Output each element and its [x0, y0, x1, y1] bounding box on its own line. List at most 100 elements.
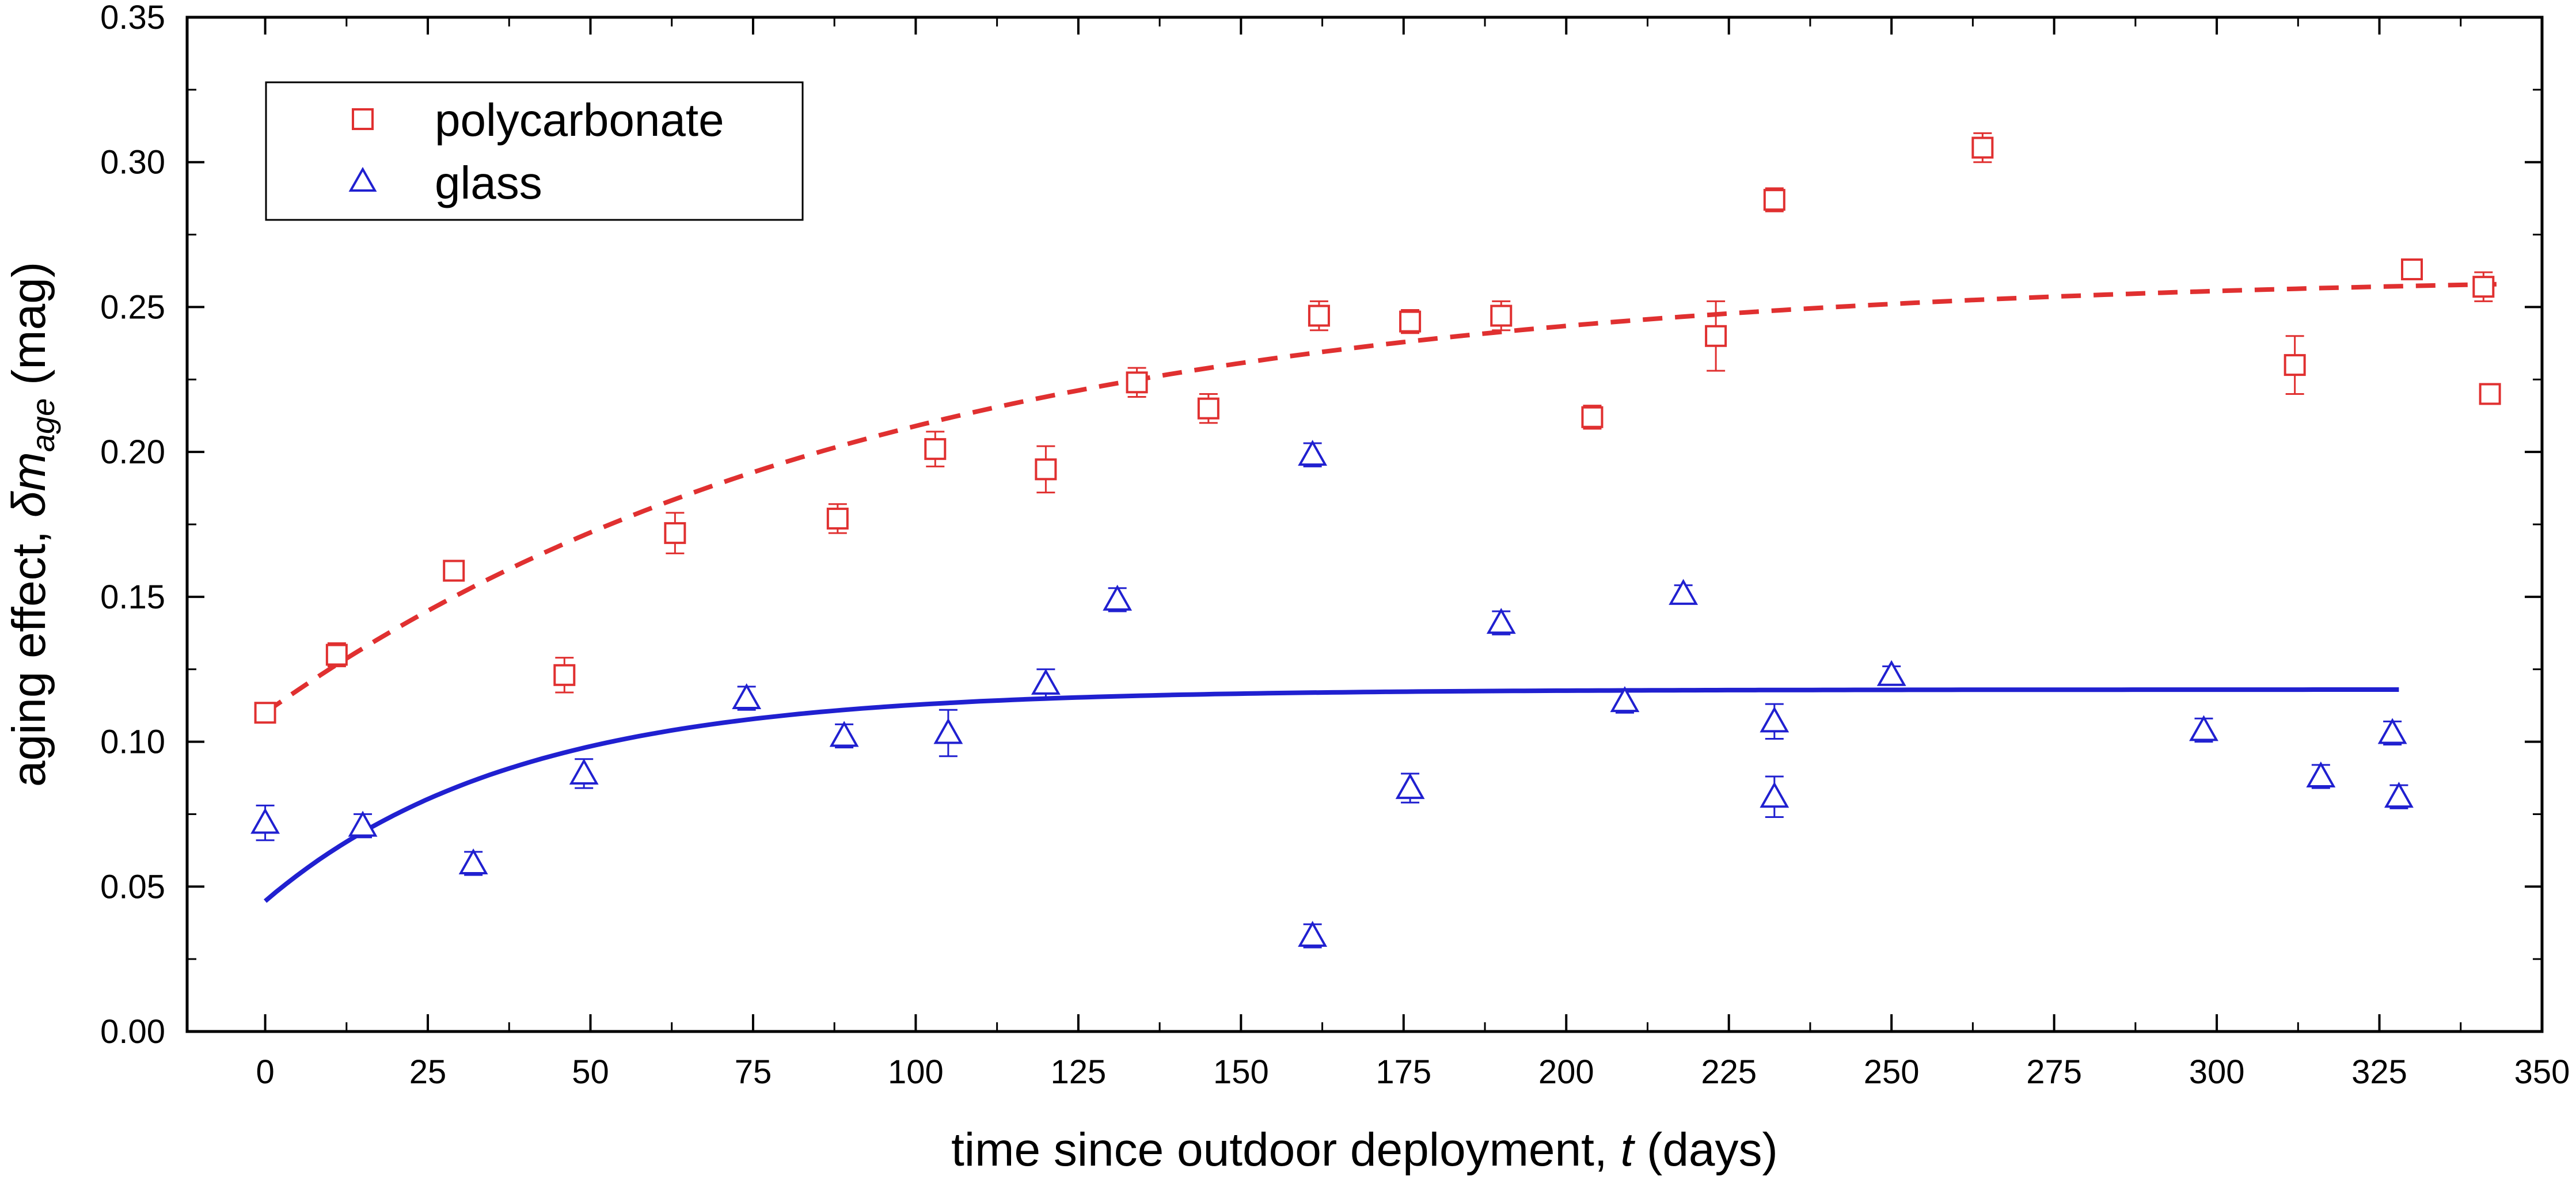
- fit-curves: [264, 281, 2497, 903]
- data-points: [250, 132, 2501, 949]
- y-axis-label: aging effect, δmage (mag): [3, 262, 61, 787]
- data-point-glass: [1031, 668, 1061, 699]
- data-point-polycarbonate: [1581, 405, 1604, 430]
- x-tick-label: 250: [1864, 1053, 1920, 1091]
- data-point-glass: [1103, 584, 1133, 612]
- x-tick-label: 25: [409, 1053, 447, 1091]
- x-tick-label: 225: [1701, 1053, 1757, 1091]
- data-point-glass: [1760, 775, 1789, 818]
- data-point-glass: [348, 810, 378, 839]
- marker-square: [1308, 304, 1330, 327]
- marker-triangle: [829, 721, 859, 747]
- marker-triangle: [732, 683, 762, 710]
- marker-square: [2284, 354, 2306, 376]
- data-point-polycarbonate: [2472, 271, 2495, 302]
- marker-triangle: [1760, 782, 1789, 808]
- marker-triangle: [2306, 761, 2336, 787]
- marker-triangle: [933, 718, 963, 744]
- x-axis-label: time since outdoor deployment, t (days): [951, 1124, 1778, 1176]
- y-tick-label: 0.25: [100, 288, 165, 326]
- legend-label-glass: glass: [435, 157, 542, 208]
- x-tick-label: 300: [2189, 1053, 2245, 1091]
- fit-curve-polycarbonate: [264, 281, 2497, 715]
- x-axis-ticks: 0 25 50 75 100 125 150 175 200 225 250 275 300 325 350: [256, 17, 2570, 1091]
- marker-square: [443, 559, 465, 582]
- marker-triangle: [1610, 686, 1640, 713]
- data-point-glass: [732, 683, 762, 711]
- legend: polycarbonate glass: [265, 81, 804, 221]
- marker-square: [1399, 310, 1422, 333]
- marker-triangle: [458, 848, 488, 875]
- x-tick-label: 175: [1376, 1053, 1431, 1091]
- data-point-glass: [1669, 578, 1699, 605]
- marker-square: [1126, 371, 1148, 394]
- x-tick-label: 50: [572, 1053, 609, 1091]
- data-point-glass: [829, 721, 859, 749]
- marker-triangle: [2189, 715, 2218, 741]
- marker-triangle: [1669, 578, 1699, 605]
- marker-square: [664, 522, 686, 545]
- marker-square: [254, 702, 276, 724]
- marker-triangle: [1395, 773, 1425, 800]
- data-point-polycarbonate: [1705, 300, 1727, 372]
- data-point-polycarbonate: [1197, 393, 1219, 424]
- data-point-polycarbonate: [2284, 335, 2306, 395]
- marker-triangle: [1876, 660, 1906, 686]
- fit-curve-glass: [264, 687, 2399, 903]
- data-point-glass: [1610, 686, 1640, 714]
- marker-square: [2479, 383, 2501, 405]
- marker-triangle: [2384, 782, 2414, 808]
- x-tick-label: 350: [2514, 1053, 2570, 1091]
- x-tick-label: 325: [2351, 1053, 2407, 1091]
- data-point-glass: [1876, 660, 1906, 686]
- data-point-polycarbonate: [2479, 383, 2501, 405]
- data-point-polycarbonate: [553, 657, 576, 694]
- marker-square: [826, 507, 849, 530]
- marker-square: [1763, 189, 1785, 211]
- data-point-glass: [1298, 440, 1328, 467]
- marker-triangle: [2377, 718, 2407, 744]
- x-tick-label: 75: [735, 1053, 772, 1091]
- y-axis-ticks: 0.00 0.05 0.10 0.15 0.20 0.25 0.30 0.35: [100, 0, 2542, 1050]
- legend-box: [265, 81, 804, 221]
- marker-square: [1035, 458, 1057, 481]
- data-point-polycarbonate: [1126, 367, 1148, 398]
- data-point-glass: [933, 709, 963, 758]
- data-point-polycarbonate: [826, 503, 849, 534]
- marker-square: [1971, 136, 1994, 159]
- data-point-glass: [2384, 782, 2414, 809]
- marker-triangle: [250, 808, 280, 834]
- marker-triangle: [1298, 920, 1328, 947]
- y-tick-label: 0.20: [100, 433, 165, 471]
- data-point-glass: [569, 758, 599, 789]
- y-tick-label: 0.30: [100, 144, 165, 181]
- marker-square: [1197, 397, 1219, 420]
- data-point-glass: [2306, 761, 2336, 789]
- marker-triangle: [1298, 440, 1328, 466]
- marker-square: [924, 438, 947, 460]
- y-tick-label: 0.00: [100, 1013, 165, 1050]
- data-point-polycarbonate: [325, 642, 348, 668]
- marker-triangle: [1103, 584, 1133, 611]
- data-point-polycarbonate: [1035, 445, 1057, 494]
- data-point-glass: [1760, 703, 1789, 740]
- y-tick-label: 0.15: [100, 578, 165, 616]
- marker-square: [325, 644, 348, 666]
- data-point-glass: [1298, 920, 1328, 949]
- y-tick-label: 0.10: [100, 724, 165, 761]
- marker-square: [1581, 406, 1604, 428]
- legend-marker-polycarbonate: [352, 108, 374, 130]
- x-tick-label: 200: [1538, 1053, 1594, 1091]
- marker-square: [1705, 325, 1727, 347]
- data-point-polycarbonate: [254, 702, 276, 724]
- marker-square: [1490, 304, 1513, 327]
- data-point-polycarbonate: [2401, 258, 2423, 280]
- legend-marker-glass: [348, 166, 377, 192]
- data-point-glass: [250, 804, 280, 842]
- data-point-polycarbonate: [1399, 309, 1422, 334]
- data-point-polycarbonate: [1971, 132, 1994, 163]
- marker-triangle: [1760, 706, 1789, 733]
- x-tick-label: 275: [2026, 1053, 2082, 1091]
- data-point-polycarbonate: [443, 559, 465, 582]
